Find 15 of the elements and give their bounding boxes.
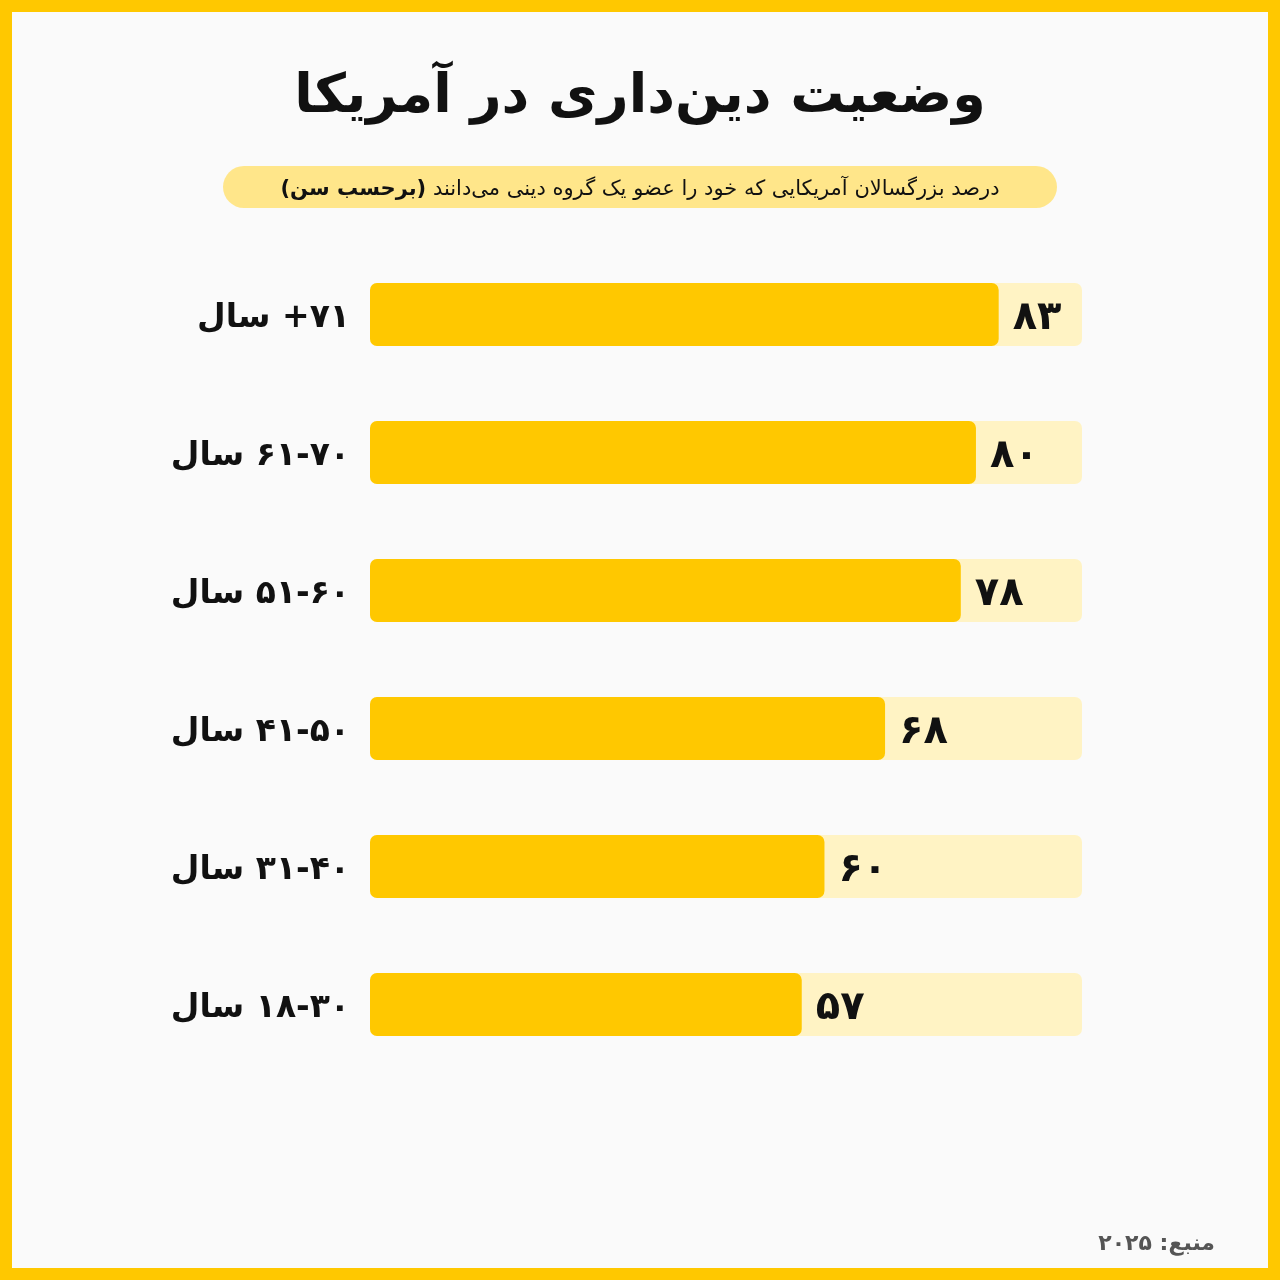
data-label: ۸۰ <box>989 429 1039 476</box>
data-label: ۶۸ <box>899 705 948 752</box>
data-label: ۶۰ <box>838 843 888 890</box>
y-tick-label: ۳۱-۴۰ سال <box>170 847 350 887</box>
y-tick-label: ۴۱-۵۰ سال <box>170 709 350 749</box>
data-label: ۷۸ <box>974 567 1024 614</box>
text: منبع: ۲۰۲۵ <box>1098 1230 1215 1256</box>
y-tick-label: ۶۱-۷۰ سال <box>170 433 350 473</box>
chart-subtitle: درصد بزرگسالان آمریکایی که خود را عضو یک گروه دینی می‌دانند (برحسب سن) <box>280 175 1000 200</box>
data-label: ۸۳ <box>1012 291 1062 338</box>
y-tick-label: ۱۸-۳۰ سال <box>170 985 350 1025</box>
y-tick-label: ۵۱-۶۰ سال <box>170 571 350 611</box>
chart-title: وضعیت دین‌داری در آمریکا <box>294 60 986 125</box>
data-label: ۵۷ <box>815 981 865 1028</box>
y-tick-label: ۷۱+ سال <box>197 295 350 335</box>
